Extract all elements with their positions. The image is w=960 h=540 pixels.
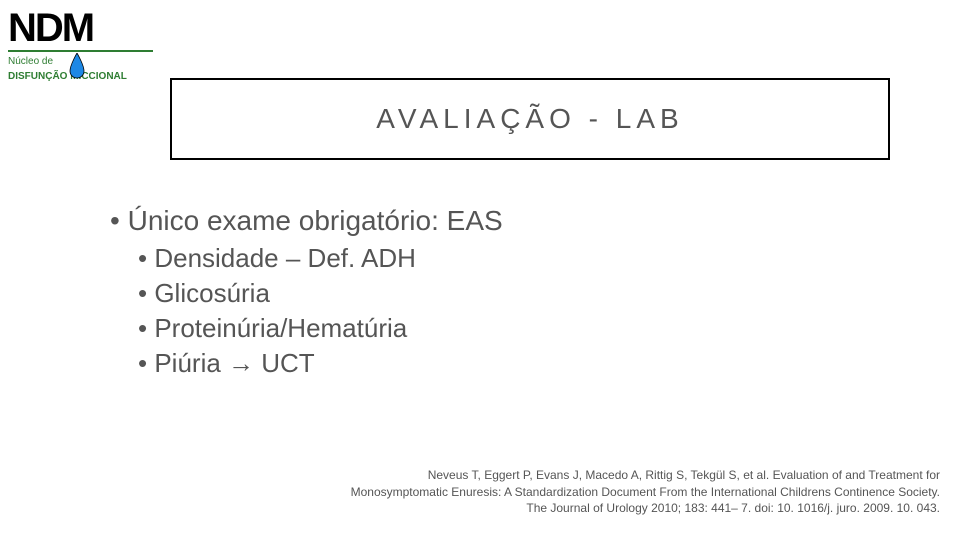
citation-line: Neveus T, Eggert P, Evans J, Macedo A, R…	[200, 467, 940, 483]
bullet-main: • Único exame obrigatório: EAS	[110, 205, 890, 237]
bullet-sub-text: Densidade – Def. ADH	[154, 243, 416, 273]
bullet-dot: •	[110, 205, 128, 236]
citation-line: Monosymptomatic Enuresis: A Standardizat…	[200, 484, 940, 500]
content-area: • Único exame obrigatório: EAS • Densida…	[110, 205, 890, 383]
title-box: AVALIAÇÃO - LAB	[170, 78, 890, 160]
bullet-sub: • Piúria → UCT	[138, 348, 890, 379]
water-drop-icon	[68, 53, 86, 79]
bullet-sub: • Proteinúria/Hematúria	[138, 313, 890, 344]
logo-main: NDM	[8, 8, 163, 48]
slide-title: AVALIAÇÃO - LAB	[376, 103, 683, 135]
bullet-dot: •	[138, 348, 154, 378]
bullet-sub-text: Piúria → UCT	[154, 348, 314, 378]
bullet-sub: • Densidade – Def. ADH	[138, 243, 890, 274]
logo-underline	[8, 50, 153, 52]
bullet-dot: •	[138, 278, 154, 308]
bullet-dot: •	[138, 243, 154, 273]
bullet-main-text: Único exame obrigatório: EAS	[128, 205, 503, 236]
citation-line: The Journal of Urology 2010; 183: 441– 7…	[200, 500, 940, 516]
citation: Neveus T, Eggert P, Evans J, Macedo A, R…	[200, 467, 940, 516]
bullet-sub-text: Glicosúria	[154, 278, 270, 308]
logo: NDM Núcleo de DISFUNÇÃO MICCIONAL	[8, 8, 163, 82]
bullet-sub: • Glicosúria	[138, 278, 890, 309]
bullet-sub-text: Proteinúria/Hematúria	[154, 313, 407, 343]
bullet-dot: •	[138, 313, 154, 343]
